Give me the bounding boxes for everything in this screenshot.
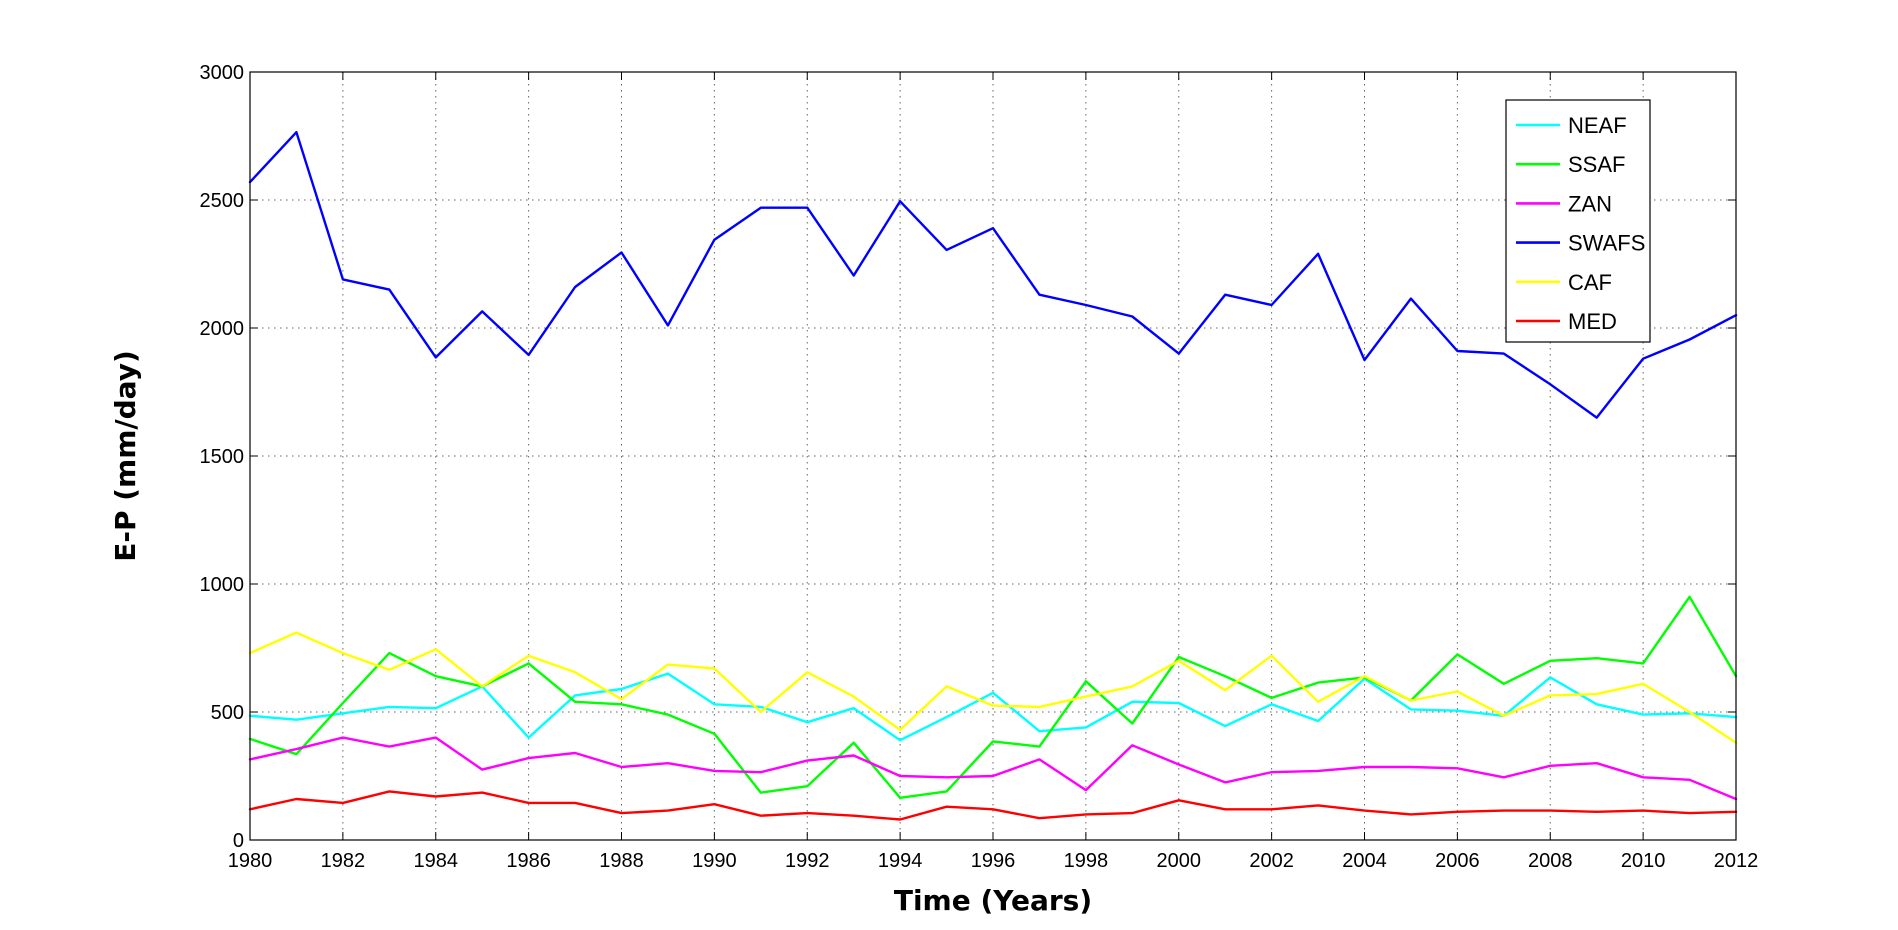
x-tick-label: 1996 [971, 850, 1016, 872]
legend-label-med: MED [1568, 309, 1617, 334]
x-tick-label: 2004 [1342, 850, 1387, 872]
x-axis-title: Time (Years) [894, 884, 1092, 917]
x-tick-label: 1984 [414, 850, 459, 872]
y-tick-label: 2500 [200, 190, 245, 212]
x-tick-label: 2002 [1249, 850, 1294, 872]
x-tick-label: 2000 [1157, 850, 1202, 872]
legend-label-caf: CAF [1568, 270, 1612, 295]
series-line-ssaf [248, 595, 1738, 799]
legend: NEAF SSAF ZAN SWAFS CAF MED [1505, 99, 1651, 343]
y-tick-label: 1000 [200, 574, 245, 596]
series-line-zan [248, 736, 1738, 801]
x-tick-label: 1990 [692, 850, 737, 872]
series-line-caf [248, 631, 1738, 744]
x-tick-label: 1982 [321, 850, 366, 872]
y-tick-label: 3000 [200, 62, 245, 84]
x-tick-label: 1988 [599, 850, 644, 872]
legend-label-neaf: NEAF [1568, 113, 1627, 138]
legend-label-zan: ZAN [1568, 191, 1612, 216]
legend-label-swafs: SWAFS [1568, 231, 1645, 256]
series-line-swafs [248, 130, 1738, 419]
legend-items: NEAF SSAF ZAN SWAFS CAF MED [1516, 113, 1645, 334]
y-tick-label: 1500 [200, 446, 245, 468]
x-tick-label: 1994 [878, 850, 923, 872]
series-line-med [248, 790, 1738, 821]
legend-box [1505, 99, 1651, 343]
y-tick-label: 2000 [200, 318, 245, 340]
legend-label-ssaf: SSAF [1568, 152, 1625, 177]
x-tick-label: 2010 [1621, 850, 1666, 872]
x-tick-label: 1998 [1064, 850, 1109, 872]
x-tick-label: 1986 [506, 850, 551, 872]
axis-ticks [249, 71, 1737, 841]
grid-lines [250, 72, 1736, 840]
y-tick-labels: 0 500 1000 1500 2000 2500 3000 [200, 62, 245, 852]
series-line-neaf [248, 672, 1738, 742]
x-tick-label: 2008 [1528, 850, 1573, 872]
x-tick-label: 2006 [1435, 850, 1480, 872]
x-tick-label: 2012 [1714, 850, 1759, 872]
series-lines [248, 130, 1738, 821]
x-tick-label: 1980 [228, 850, 273, 872]
y-tick-label: 500 [211, 702, 244, 724]
x-tick-label: 1992 [785, 850, 830, 872]
x-tick-labels: 1980 1982 1984 1986 1988 1990 1992 1994 1996 1998… [228, 850, 1759, 872]
y-axis-title: E-P (mm/day) [109, 350, 142, 562]
y-tick-label: 0 [233, 830, 244, 852]
